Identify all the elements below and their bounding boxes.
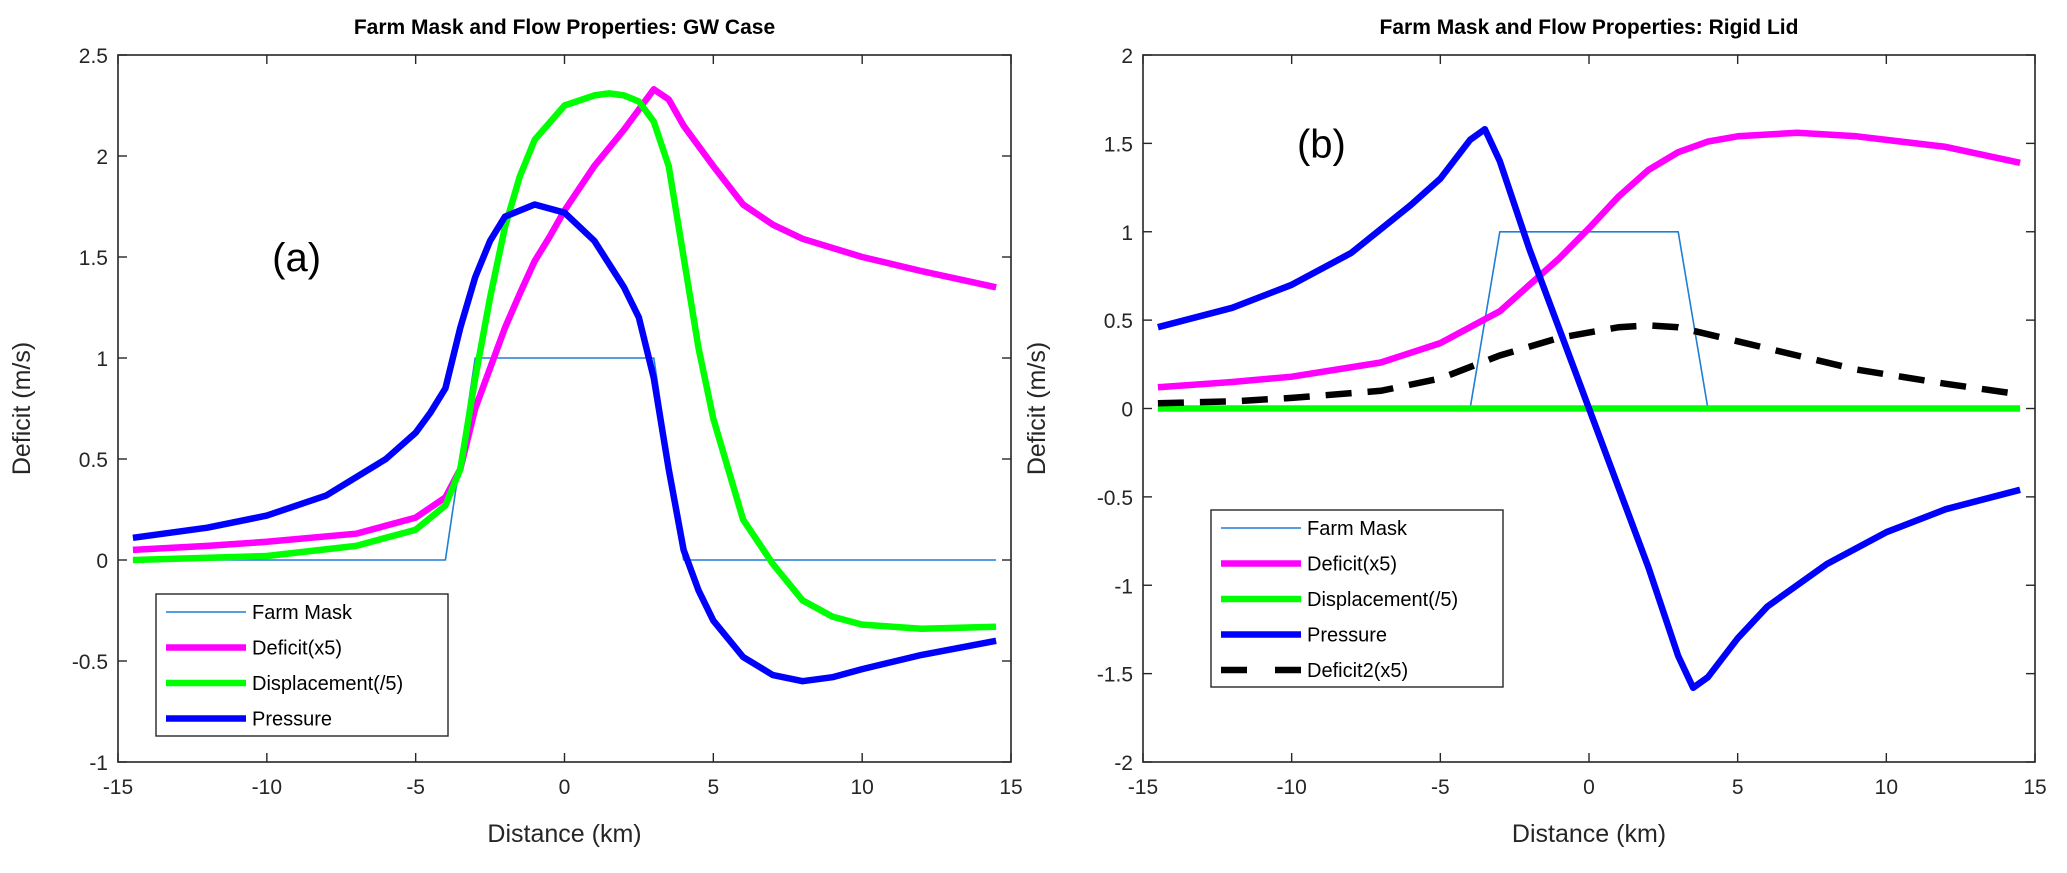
chart-title: Farm Mask and Flow Properties: GW Case (354, 16, 775, 39)
x-axis-label: Distance (km) (1512, 820, 1666, 848)
legend-label: Deficit(x5) (1307, 554, 1397, 576)
x-tick-label: -10 (252, 776, 282, 799)
legend-box (155, 593, 449, 737)
x-tick-label: -15 (103, 776, 133, 799)
subplot-0: -15 -10 -5 0 5 10 15 -1 -0.5 0 0.5 1 1.5 2 2.5 Farm Mas… (8, 16, 1023, 848)
y-tick-label: -2 (1114, 752, 1133, 775)
y-tick-label: 0 (96, 550, 108, 573)
x-tick-label: -5 (1431, 776, 1450, 799)
x-tick-label: 15 (999, 776, 1022, 799)
subplot-1: -15 -10 -5 0 5 10 15 -2 -1.5 -1 -0.5 0 0.5 1 1.5 2 Farm … (1023, 16, 2047, 848)
series-line-displacement-5 (132, 90, 997, 632)
panel-label: (b) (1297, 122, 1346, 166)
x-tick-label: 10 (1875, 776, 1898, 799)
legend-label: Farm Mask (1307, 518, 1408, 540)
y-tick-label: 0.5 (1104, 310, 1133, 333)
y-tick-label: 1 (1121, 222, 1133, 245)
chart-title: Farm Mask and Flow Properties: Rigid Lid (1380, 16, 1799, 39)
y-tick-label: 2 (96, 146, 108, 169)
y-tick-label: 1.5 (79, 247, 108, 270)
series-line-farm-mask (132, 357, 997, 561)
y-tick-label: -1.5 (1097, 664, 1133, 687)
legend-label: Deficit2(x5) (1307, 660, 1408, 682)
legend-label: Farm Mask (252, 602, 353, 624)
series-line-pressure (1157, 125, 2021, 692)
legend-label: Displacement(/5) (1307, 589, 1458, 611)
series-line-deficit-x5 (1157, 129, 2021, 391)
legend: Farm Mask Deficit(x5) Displacement(/5) Pres… (155, 593, 449, 737)
y-tick-label: -0.5 (72, 651, 108, 674)
x-tick-label: -5 (406, 776, 425, 799)
x-tick-label: 10 (850, 776, 873, 799)
legend-label: Pressure (252, 709, 332, 731)
x-tick-label: 5 (1732, 776, 1744, 799)
x-axis-label: Distance (km) (487, 820, 641, 848)
legend-label: Displacement(/5) (252, 673, 403, 695)
y-axis-label: Deficit (m/s) (1023, 342, 1051, 475)
y-tick-label: 1.5 (1104, 133, 1133, 156)
x-tick-label: 0 (1583, 776, 1595, 799)
y-axis-label: Deficit (m/s) (8, 342, 36, 475)
y-tick-label: 0 (1121, 399, 1133, 422)
y-tick-label: -1 (1114, 575, 1133, 598)
y-tick-label: 0.5 (79, 449, 108, 472)
x-tick-label: -15 (1128, 776, 1158, 799)
y-tick-label: 2 (1121, 45, 1133, 68)
panel-label: (a) (272, 236, 321, 280)
series-line-deficit-x5 (132, 86, 997, 554)
x-tick-label: 5 (707, 776, 719, 799)
series-line-deficit2-x5 (1157, 322, 2021, 407)
x-tick-label: 0 (559, 776, 571, 799)
legend-label: Deficit(x5) (252, 638, 342, 660)
y-tick-label: -1 (89, 752, 108, 775)
y-tick-label: 2.5 (79, 45, 108, 68)
series-line-pressure (132, 201, 997, 685)
y-tick-label: -0.5 (1097, 487, 1133, 510)
x-tick-label: -10 (1276, 776, 1306, 799)
legend-label: Pressure (1307, 625, 1387, 647)
x-tick-label: 15 (2023, 776, 2046, 799)
y-tick-label: 1 (96, 348, 108, 371)
legend: Farm Mask Deficit(x5) Displacement(/5) Pres… (1210, 509, 1504, 688)
